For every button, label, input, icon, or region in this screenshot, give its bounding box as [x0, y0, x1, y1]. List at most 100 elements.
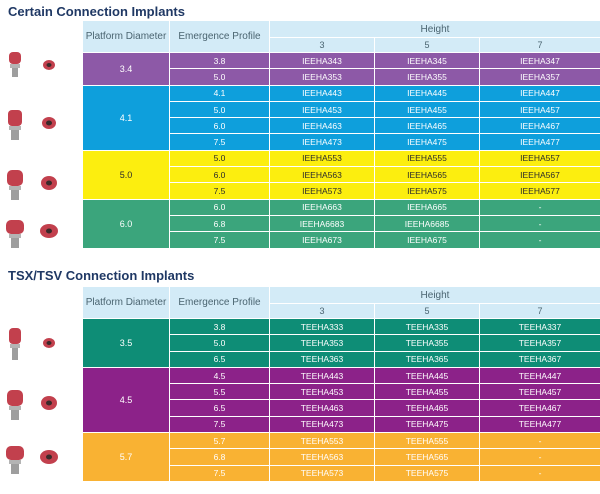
- part-number-h5-cell: TEEHA335: [374, 317, 480, 336]
- part-number-h5-cell: IEEHA555: [374, 149, 480, 168]
- part-number-h5-cell: TEEHA555: [374, 432, 480, 450]
- part-number-h5-cell: IEEHA455: [374, 100, 480, 119]
- part-number-h3-cell: IEEHA673: [269, 231, 375, 249]
- header-height-7: 7: [479, 37, 600, 53]
- part-number-h3-cell: TEEHA353: [269, 334, 375, 352]
- part-number-h3-cell: TEEHA563: [269, 448, 375, 466]
- table-row: 6.8 IEEHA6683 IEEHA6685-: [82, 214, 600, 233]
- part-number-h3-cell: IEEHA553: [269, 149, 375, 168]
- header-height: Height: [269, 286, 600, 304]
- emergence-profile-cell: 7.5: [169, 415, 270, 434]
- part-number-h3-cell: TEEHA333: [269, 317, 375, 336]
- emergence-profile-cell: 5.0: [169, 100, 270, 119]
- emergence-profile-cell: 3.8: [169, 317, 270, 336]
- part-number-h7-cell: TEEHA357: [479, 334, 600, 352]
- table-row: 6.0 IEEHA463 IEEHA465 IEEHA467: [82, 117, 600, 135]
- emergence-profile-cell: 5.7: [169, 432, 270, 450]
- part-number-h7-cell: -: [479, 214, 600, 233]
- part-number-h7-cell: TEEHA457: [479, 383, 600, 401]
- part-number-h5-cell: IEEHA675: [374, 231, 480, 249]
- table-row: 6.0 IEEHA563 IEEHA565 IEEHA567: [82, 166, 600, 184]
- part-number-h3-cell: IEEHA353: [269, 68, 375, 86]
- part-number-h7-cell: IEEHA557: [479, 149, 600, 168]
- part-number-h5-cell: TEEHA455: [374, 383, 480, 401]
- part-number-h3-cell: IEEHA443: [269, 84, 375, 102]
- emergence-profile-cell: 7.5: [169, 231, 270, 249]
- header-height-5: 5: [374, 303, 480, 319]
- emergence-profile-cell: 5.0: [169, 68, 270, 86]
- part-number-h7-cell: TEEHA367: [479, 350, 600, 368]
- emergence-profile-cell: 4.5: [169, 366, 270, 385]
- part-number-h3-cell: IEEHA463: [269, 117, 375, 135]
- emergence-profile-cell: 6.5: [169, 350, 270, 368]
- table-row: 3.4 3.8 IEEHA343 IEEHA345 IEEHA347: [82, 51, 600, 86]
- part-number-h3-cell: IEEHA573: [269, 182, 375, 200]
- part-number-h7-cell: TEEHA467: [479, 399, 600, 417]
- platform-diameter-cell: 5.7: [82, 432, 170, 482]
- part-number-h3-cell: IEEHA663: [269, 198, 375, 216]
- table-row: 5.0 TEEHA353 TEEHA355 TEEHA357: [82, 334, 600, 352]
- part-number-h5-cell: IEEHA6685: [374, 214, 480, 233]
- table-row: 5.0 5.0 IEEHA553 IEEHA555 IEEHA557: [82, 149, 600, 200]
- table-row: 6.0 6.0 IEEHA663 IEEHA665-: [82, 198, 600, 249]
- part-number-h5-cell: IEEHA665: [374, 198, 480, 216]
- part-number-h5-cell: IEEHA565: [374, 166, 480, 184]
- table-row: 4.5 4.5 TEEHA443 TEEHA445 TEEHA447: [82, 366, 600, 434]
- part-number-h5-cell: IEEHA355: [374, 68, 480, 86]
- part-number-h3-cell: TEEHA443: [269, 366, 375, 385]
- platform-diameter-cell: 3.5: [82, 318, 170, 368]
- emergence-profile-cell: 3.8: [169, 51, 270, 70]
- header-height: Height: [269, 20, 600, 38]
- abutment-image-5-7: [6, 446, 58, 474]
- header-height-3: 3: [269, 37, 375, 53]
- part-number-h7-cell: IEEHA447: [479, 84, 600, 102]
- header-platform-diameter: Platform Diameter: [82, 20, 170, 53]
- emergence-profile-cell: 5.5: [169, 383, 270, 401]
- table-row: 7.5 TEEHA473 TEEHA475 TEEHA477: [82, 415, 600, 434]
- emergence-profile-cell: 5.0: [169, 334, 270, 352]
- table-row: 6.8 TEEHA563 TEEHA565-: [82, 448, 600, 466]
- header-height-3: 3: [269, 303, 375, 319]
- part-number-h5-cell: TEEHA465: [374, 399, 480, 417]
- part-number-h3-cell: IEEHA473: [269, 133, 375, 151]
- part-number-h5-cell: IEEHA575: [374, 182, 480, 200]
- table-row: 4.1 4.1 IEEHA443 IEEHA445 IEEHA447: [82, 84, 600, 151]
- part-number-h7-cell: TEEHA337: [479, 317, 600, 336]
- table-row: 7.5 TEEHA573 TEEHA575-: [82, 464, 600, 482]
- part-number-h7-cell: IEEHA347: [479, 51, 600, 70]
- part-number-h7-cell: IEEHA467: [479, 117, 600, 135]
- platform-diameter-cell: 4.5: [82, 366, 170, 434]
- emergence-profile-cell: 6.0: [169, 117, 270, 135]
- part-number-h3-cell: TEEHA573: [269, 464, 375, 482]
- table-row: 5.0 IEEHA353 IEEHA355 IEEHA357: [82, 68, 600, 86]
- part-number-h3-cell: TEEHA553: [269, 432, 375, 450]
- part-number-h7-cell: IEEHA457: [479, 100, 600, 119]
- abutment-image-6-0: [6, 220, 58, 248]
- header-emergence-profile: Emergence Profile: [169, 286, 270, 319]
- table-row: 3.5 3.8 TEEHA333 TEEHA335 TEEHA337: [82, 317, 600, 368]
- part-number-h5-cell: IEEHA475: [374, 133, 480, 151]
- header-height-7: 7: [479, 303, 600, 319]
- part-number-h3-cell: TEEHA453: [269, 383, 375, 401]
- part-number-h3-cell: TEEHA463: [269, 399, 375, 417]
- part-number-h5-cell: IEEHA445: [374, 84, 480, 102]
- part-number-h3-cell: IEEHA6683: [269, 214, 375, 233]
- emergence-profile-cell: 7.5: [169, 464, 270, 482]
- abutment-image-4-5: [7, 390, 57, 420]
- emergence-profile-cell: 6.8: [169, 214, 270, 233]
- part-number-h3-cell: TEEHA363: [269, 350, 375, 368]
- table-row: 7.5 IEEHA673 IEEHA675-: [82, 231, 600, 249]
- part-number-h7-cell: IEEHA357: [479, 68, 600, 86]
- emergence-profile-cell: 7.5: [169, 182, 270, 200]
- platform-diameter-cell: 3.4: [82, 52, 170, 86]
- part-number-h3-cell: IEEHA343: [269, 51, 375, 70]
- header-height-5: 5: [374, 37, 480, 53]
- part-number-h5-cell: TEEHA475: [374, 415, 480, 434]
- table-row: 7.5 IEEHA573 IEEHA575 IEEHA577: [82, 182, 600, 200]
- table-row: 6.5 TEEHA463 TEEHA465 TEEHA467: [82, 399, 600, 417]
- part-number-h5-cell: TEEHA445: [374, 366, 480, 385]
- abutment-image-3-5: [9, 328, 55, 360]
- emergence-profile-cell: 6.0: [169, 166, 270, 184]
- part-number-h7-cell: -: [479, 464, 600, 482]
- emergence-profile-cell: 7.5: [169, 133, 270, 151]
